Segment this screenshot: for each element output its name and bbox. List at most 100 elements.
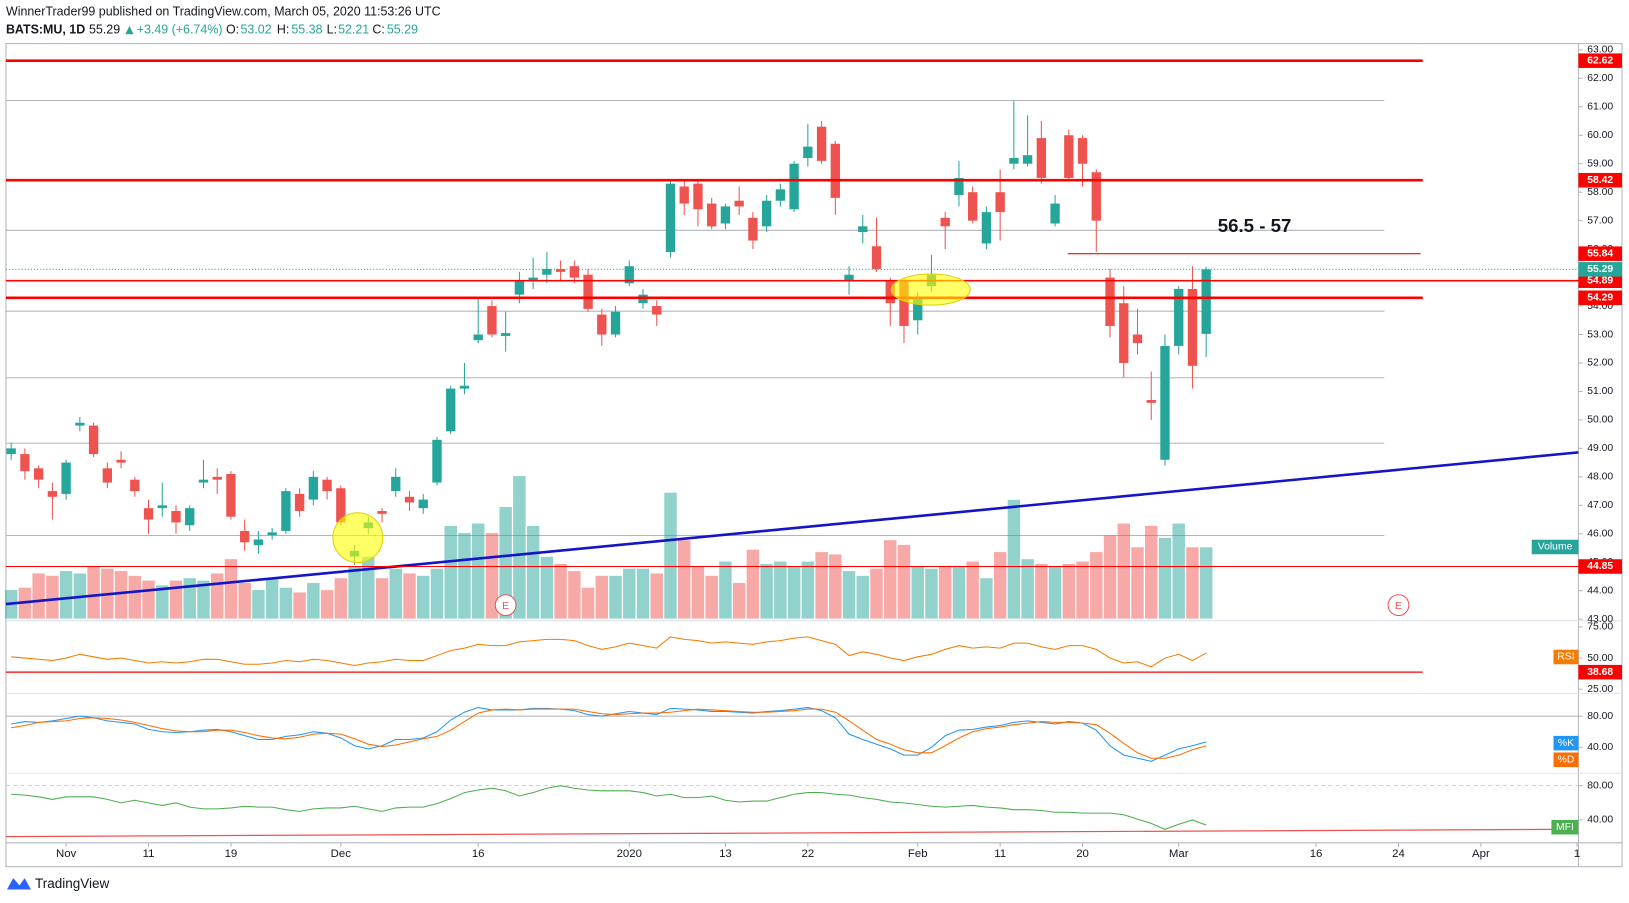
price-badge-label: 44.85 [1587,561,1613,572]
candle-body [500,333,511,336]
candle-body [693,183,703,210]
price-badge [1578,172,1623,188]
volume-bar [980,578,993,619]
x-tick-label: 16 [1310,848,1323,860]
stoch-line [11,708,1207,759]
pane-badge-label: RSI [1557,652,1574,663]
price-badge-label: 55.84 [1587,248,1613,259]
candle-body [1064,135,1074,178]
candle-body [6,448,16,455]
volume-bar [1103,535,1117,619]
candle-body [459,385,470,389]
volume-bar [938,566,952,619]
volume-bar [554,563,567,619]
volume-bar [760,563,773,619]
price-badge [1578,559,1623,574]
volume-bar [870,568,883,619]
last-price: 55.29 [89,22,120,36]
candle-body [1036,138,1047,178]
candle-body [226,473,236,517]
price-badge [1578,53,1623,68]
candle-body [432,439,442,483]
volume-bar [884,540,897,619]
volume-bar [1131,547,1144,619]
ohlc-value: 55.29 [387,22,418,36]
up-arrow [125,25,134,35]
y-tick-label: 52.00 [1587,358,1613,369]
candle-body [1201,269,1211,334]
volume-bar [265,578,279,619]
x-tick-label: 22 [801,848,814,860]
pane-badge-label: Volume [1538,542,1573,553]
pane-badge-label: MFI [1556,822,1574,833]
candle-body [597,314,607,335]
candle-body [940,217,950,227]
y-tick-label: 51.00 [1587,386,1613,397]
y-tick-label: 80.00 [1587,780,1613,791]
volume-bar [1172,523,1185,619]
volume-bar [787,566,801,619]
volume-bar [1076,561,1089,619]
pane-badge [1551,819,1579,835]
candle-body [116,459,126,463]
volume-bar [513,476,526,619]
candle-body [1105,277,1115,326]
earnings-label: E [1395,601,1402,612]
x-tick-label: Apr [1472,848,1490,860]
x-tick-label: 1 [1574,848,1580,860]
x-tick-label: Dec [331,848,352,860]
volume-bar [114,571,128,619]
volume-bar [430,568,444,619]
volume-bar [389,568,402,619]
candle-body [487,306,497,335]
x-tick-label: 20 [1076,848,1089,860]
volume-bar [856,575,870,619]
volume-bar [348,566,361,619]
y-tick-label: 25.00 [1587,684,1613,695]
x-tick-label: 24 [1392,848,1405,860]
candle-body [734,200,744,207]
candle-body [542,269,552,275]
symbol: BATS:MU, 1D [6,22,85,36]
pane-badge [1553,649,1579,665]
candle-body [1119,303,1129,363]
candle-body [61,462,71,494]
volume-bar [623,568,636,619]
candle-body [679,186,689,204]
candle-body [899,280,909,326]
volume-bar [540,556,554,619]
price-badge [1578,246,1623,261]
mfi-line [11,785,1207,830]
candle-body [20,454,30,472]
y-tick-label: 53.00 [1587,329,1613,340]
candle-body [143,508,154,520]
volume-bar [1048,566,1062,619]
candle-body [830,143,840,198]
y-tick-label: 49.00 [1587,443,1613,454]
candle-body [446,388,456,432]
y-tick-label: 63.00 [1587,45,1613,56]
y-tick-label: 57.00 [1587,215,1613,226]
x-tick-label: 13 [719,848,732,860]
candle-body [212,476,222,480]
volume-bar [897,544,911,619]
candle-body [954,177,964,196]
volume-bar [650,573,663,619]
volume-bar [526,525,540,619]
volume-bar [59,571,73,619]
candle-body [707,203,717,227]
publisher-line: WinnerTrader99 published on TradingView.… [6,5,441,19]
pane-badge-label: %D [1558,754,1575,765]
y-tick-label: 58.00 [1587,187,1613,198]
candle-body [665,183,676,252]
price-badge-label: 54.89 [1587,275,1613,286]
candle-body [404,496,415,503]
volume-bar [829,554,842,619]
volume-bar [375,578,389,619]
ohlc-value: 55.38 [291,22,322,36]
volume-bar [293,592,306,619]
candle-body [47,491,58,497]
pane-badge-label: %K [1558,738,1574,749]
